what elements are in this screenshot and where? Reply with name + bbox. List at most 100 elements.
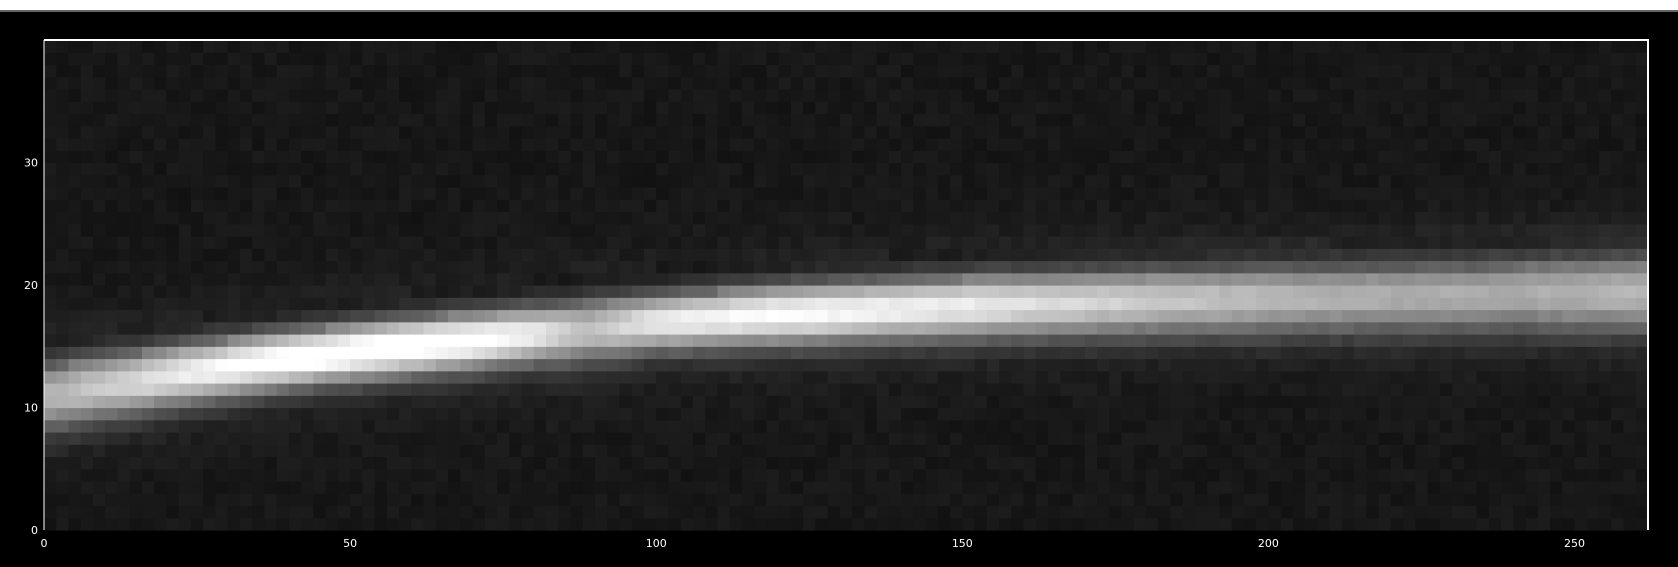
heatmap-cell xyxy=(92,481,106,494)
heatmap-cell xyxy=(1354,444,1367,458)
heatmap-cell xyxy=(1207,223,1221,237)
heatmap-cell xyxy=(129,370,143,384)
heatmap-cell xyxy=(827,395,841,409)
heatmap-cell xyxy=(1072,211,1086,225)
heatmap-cell xyxy=(803,358,816,372)
heatmap-cell xyxy=(631,321,645,335)
heatmap-cell xyxy=(1231,505,1245,519)
heatmap-cell xyxy=(643,236,657,249)
heatmap-cell xyxy=(337,64,351,78)
heatmap-cell xyxy=(117,101,131,115)
heatmap-cell xyxy=(815,395,829,409)
heatmap-cell xyxy=(484,162,498,176)
heatmap-cell xyxy=(301,52,314,66)
heatmap-cell xyxy=(986,211,1000,225)
heatmap-cell xyxy=(1476,493,1490,507)
heatmap-cell xyxy=(1035,334,1049,347)
heatmap-cell xyxy=(643,334,657,347)
heatmap-cell xyxy=(790,64,804,78)
heatmap-cell xyxy=(1354,64,1367,78)
heatmap-cell xyxy=(1145,125,1159,139)
heatmap-cell xyxy=(852,346,865,360)
heatmap-cell xyxy=(350,236,363,249)
heatmap-cell xyxy=(521,505,535,519)
heatmap-cell xyxy=(558,346,572,360)
heatmap-cell xyxy=(215,505,229,519)
heatmap-cell xyxy=(374,76,388,90)
heatmap-cell xyxy=(1256,52,1270,66)
heatmap-cell xyxy=(1329,211,1343,225)
heatmap-cell xyxy=(766,113,780,127)
heatmap-cell xyxy=(484,187,498,200)
heatmap-cell xyxy=(460,174,474,188)
heatmap-cell xyxy=(937,125,951,139)
heatmap-cell xyxy=(1464,64,1478,78)
heatmap-cell xyxy=(44,89,57,102)
heatmap-cell xyxy=(399,113,412,127)
heatmap-cell xyxy=(1464,199,1478,213)
heatmap-cell xyxy=(1513,321,1527,335)
heatmap-cell xyxy=(594,334,608,347)
heatmap-cell xyxy=(1194,346,1208,360)
heatmap-cell xyxy=(607,150,621,164)
heatmap-cell xyxy=(533,309,547,323)
heatmap-cell xyxy=(203,419,217,433)
heatmap-cell xyxy=(986,432,1000,445)
heatmap-cell xyxy=(497,113,510,127)
heatmap-cell xyxy=(815,211,829,225)
heatmap-cell xyxy=(925,236,939,249)
heatmap-cell xyxy=(190,76,204,90)
heatmap-cell xyxy=(827,505,841,519)
heatmap-cell xyxy=(631,297,645,311)
heatmap-cell xyxy=(117,236,131,249)
heatmap-cell xyxy=(154,223,168,237)
heatmap-cell xyxy=(1207,211,1221,225)
heatmap-cell xyxy=(117,517,131,531)
heatmap-cell xyxy=(1488,113,1502,127)
heatmap-cell xyxy=(1207,150,1221,164)
heatmap-cell xyxy=(154,517,168,531)
heatmap-cell xyxy=(252,101,265,115)
heatmap-cell xyxy=(986,64,1000,78)
heatmap-cell xyxy=(423,174,437,188)
heatmap-cell xyxy=(1476,101,1490,115)
heatmap-cell xyxy=(1329,125,1343,139)
heatmap-cell xyxy=(778,138,792,151)
heatmap-cell xyxy=(1452,260,1465,274)
heatmap-cell xyxy=(1207,260,1221,274)
heatmap-cell xyxy=(717,517,731,531)
heatmap-cell xyxy=(1158,174,1172,188)
heatmap-cell xyxy=(301,162,314,176)
heatmap-cell xyxy=(1048,260,1061,274)
heatmap-cell xyxy=(141,334,155,347)
heatmap-cell xyxy=(1390,101,1404,115)
heatmap-cell xyxy=(435,211,449,225)
heatmap-cell xyxy=(325,101,339,115)
heatmap-cell xyxy=(864,297,878,311)
heatmap-cell xyxy=(607,248,621,262)
heatmap-cell xyxy=(325,346,339,360)
heatmap-cell xyxy=(1292,248,1306,262)
heatmap-cell xyxy=(411,174,425,188)
heatmap-cell xyxy=(44,517,57,531)
heatmap-cell xyxy=(105,309,119,323)
heatmap-cell xyxy=(950,150,963,164)
heatmap-cell xyxy=(460,517,474,531)
heatmap-cell xyxy=(1280,52,1294,66)
heatmap-cell xyxy=(1488,346,1502,360)
heatmap-cell xyxy=(1550,101,1563,115)
heatmap-cell xyxy=(1145,162,1159,176)
heatmap-cell xyxy=(1194,395,1208,409)
heatmap-cell xyxy=(301,76,314,90)
heatmap-cell xyxy=(1488,89,1502,102)
heatmap-cell xyxy=(239,517,253,531)
heatmap-cell xyxy=(692,64,706,78)
heatmap-cell xyxy=(1427,89,1441,102)
heatmap-cell xyxy=(1329,52,1343,66)
heatmap-cell xyxy=(790,456,804,470)
heatmap-cell xyxy=(570,432,584,445)
heatmap-cell xyxy=(950,481,963,494)
heatmap-cell xyxy=(594,260,608,274)
heatmap-cell xyxy=(521,383,535,396)
heatmap-cell xyxy=(558,370,572,384)
